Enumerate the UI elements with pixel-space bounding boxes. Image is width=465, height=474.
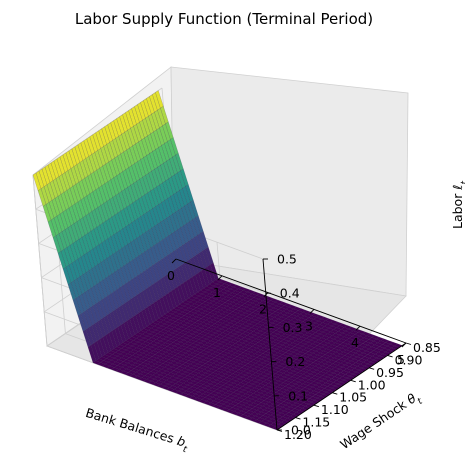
surface-patch: [170, 389, 180, 394]
z-tick-label-0: 0.0: [291, 423, 311, 438]
y-tick-label-3: 1.00: [358, 377, 386, 392]
y-axis-line: [276, 342, 407, 431]
surface-patch: [92, 360, 102, 365]
y-tick-mark-1: [387, 354, 393, 358]
surface-patch: [110, 367, 120, 372]
surface-patch: [189, 395, 198, 400]
y-tick-label-1: 0.90: [395, 352, 423, 367]
z-tick-label-5: 0.5: [277, 252, 297, 267]
y-tick-label-6: 1.15: [302, 415, 330, 430]
y-tick-label-4: 1.05: [339, 390, 367, 405]
surface-patch: [184, 394, 194, 399]
surface-patch: [244, 416, 253, 421]
tick-labels: 0123450.850.900.951.001.051.101.151.200.…: [167, 252, 441, 443]
surface-patch: [225, 409, 235, 414]
surface-patch: [42, 203, 52, 223]
surface-patch: [147, 380, 157, 385]
x-tick-mark-5: [401, 342, 407, 348]
z-tick-label-2: 0.2: [285, 354, 305, 369]
x-tick-label-3: 3: [305, 318, 313, 333]
z-tick-label-1: 0.1: [288, 388, 308, 403]
surface-patch: [52, 235, 62, 254]
x-tick-mark-0: [171, 258, 177, 264]
surface-patch: [262, 422, 272, 427]
surface-patch: [166, 387, 175, 392]
grid-line-left-y-7: [32, 174, 48, 347]
y-tick-mark-3: [350, 379, 356, 383]
y-tick-label-5: 1.10: [321, 402, 349, 417]
x-tick-label-1: 1: [213, 285, 221, 300]
z-tick-label-3: 0.3: [283, 320, 303, 335]
y-tick-label-7: 1.20: [284, 427, 312, 442]
x-axis-label: Bank Balances bt: [82, 405, 191, 456]
x-tick-mark-4: [355, 325, 361, 331]
y-tick-mark-4: [332, 392, 338, 395]
surface-patch: [62, 266, 72, 285]
y-tick-mark-5: [313, 404, 319, 408]
surface-patch: [207, 402, 217, 407]
x-tick-label-2: 2: [259, 302, 267, 317]
y-tick-label-0: 0.85: [413, 340, 441, 355]
surface-patch: [67, 282, 77, 301]
y-tick-label-2: 0.95: [376, 365, 404, 380]
x-tick-label-0: 0: [167, 268, 175, 283]
y-tick-mark-6: [295, 417, 301, 420]
x-tick-label-5: 5: [397, 352, 405, 367]
y-tick-mark-2: [369, 367, 375, 370]
surface-patch: [87, 344, 97, 364]
x-tick-mark-3: [309, 309, 315, 314]
y-tick-mark-0: [405, 342, 412, 345]
z-axis-line: [262, 258, 278, 431]
x-tick-mark-1: [217, 275, 223, 281]
x-tick-label-4: 4: [351, 335, 359, 350]
z-tick-label-4: 0.4: [280, 286, 300, 301]
z-axis-label: Labor ℓt: [450, 181, 465, 230]
chart-title: Labor Supply Function (Terminal Period): [75, 10, 373, 28]
axes: [171, 258, 412, 432]
surface-patch: [32, 172, 42, 191]
surface-patch: [129, 374, 138, 379]
x-axis-line: [175, 258, 407, 344]
